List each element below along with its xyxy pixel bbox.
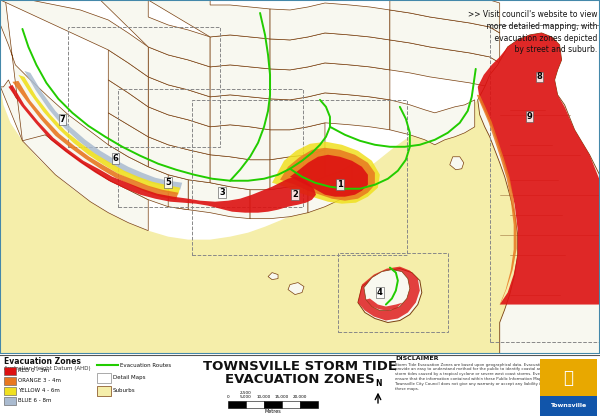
Text: RED 0 - 3m: RED 0 - 3m bbox=[18, 368, 49, 373]
Text: 8: 8 bbox=[537, 72, 542, 82]
Polygon shape bbox=[270, 33, 390, 70]
Text: EVACUATION ZONES: EVACUATION ZONES bbox=[225, 372, 375, 386]
Polygon shape bbox=[148, 107, 210, 155]
Text: 15,000: 15,000 bbox=[275, 395, 289, 399]
Polygon shape bbox=[1, 80, 148, 231]
Text: 9: 9 bbox=[527, 112, 533, 121]
Polygon shape bbox=[13, 81, 178, 200]
Bar bbox=[97, 386, 111, 396]
Polygon shape bbox=[210, 125, 270, 160]
Text: 7: 7 bbox=[59, 115, 65, 124]
Text: N: N bbox=[375, 379, 381, 388]
Text: 1: 1 bbox=[337, 180, 343, 189]
Polygon shape bbox=[210, 95, 270, 130]
Polygon shape bbox=[148, 0, 270, 39]
Bar bbox=[338, 252, 448, 332]
Polygon shape bbox=[270, 93, 390, 130]
Polygon shape bbox=[272, 142, 380, 204]
Bar bbox=[490, 25, 599, 342]
Polygon shape bbox=[148, 47, 210, 97]
Bar bbox=[228, 401, 246, 408]
Polygon shape bbox=[288, 283, 304, 295]
Polygon shape bbox=[364, 270, 410, 311]
Polygon shape bbox=[168, 175, 188, 210]
Text: TOWNSVILLE STORM TIDE: TOWNSVILLE STORM TIDE bbox=[203, 359, 397, 372]
Polygon shape bbox=[210, 155, 270, 190]
Text: Metres: Metres bbox=[265, 409, 281, 414]
Bar bbox=[540, 396, 597, 416]
Polygon shape bbox=[270, 3, 390, 40]
Polygon shape bbox=[390, 0, 500, 33]
Polygon shape bbox=[108, 113, 148, 167]
Text: Evacuation Routes: Evacuation Routes bbox=[120, 362, 171, 367]
Polygon shape bbox=[108, 50, 148, 107]
Polygon shape bbox=[390, 10, 500, 63]
Text: BLUE 6 - 8m: BLUE 6 - 8m bbox=[18, 398, 52, 403]
Polygon shape bbox=[290, 155, 368, 197]
Polygon shape bbox=[268, 273, 278, 280]
Text: 🏠: 🏠 bbox=[563, 369, 574, 387]
Bar bbox=[246, 401, 264, 408]
Text: 5: 5 bbox=[165, 178, 171, 187]
Text: DISCLAIMER: DISCLAIMER bbox=[395, 357, 439, 362]
Polygon shape bbox=[25, 71, 182, 190]
Polygon shape bbox=[358, 267, 420, 321]
Bar bbox=[4, 397, 16, 405]
Polygon shape bbox=[478, 33, 599, 305]
Text: ORANGE 3 - 4m: ORANGE 3 - 4m bbox=[18, 378, 61, 383]
Polygon shape bbox=[270, 123, 325, 160]
Polygon shape bbox=[1, 0, 148, 77]
Polygon shape bbox=[478, 33, 599, 354]
Text: 2: 2 bbox=[292, 190, 298, 199]
Polygon shape bbox=[270, 150, 325, 190]
Polygon shape bbox=[390, 40, 500, 93]
Bar bbox=[118, 89, 303, 206]
Polygon shape bbox=[270, 63, 390, 100]
Polygon shape bbox=[108, 80, 148, 137]
Polygon shape bbox=[358, 269, 422, 323]
Text: Australian Height Datum (AHD): Australian Height Datum (AHD) bbox=[4, 366, 91, 371]
Polygon shape bbox=[450, 157, 464, 170]
Bar bbox=[264, 401, 282, 408]
Polygon shape bbox=[477, 95, 517, 305]
Text: 20,000: 20,000 bbox=[293, 395, 307, 399]
Polygon shape bbox=[8, 85, 316, 213]
Polygon shape bbox=[19, 75, 180, 195]
Bar bbox=[300, 401, 318, 408]
Text: 10,000: 10,000 bbox=[257, 395, 271, 399]
Text: 3: 3 bbox=[219, 188, 225, 197]
Bar bbox=[4, 367, 16, 375]
Polygon shape bbox=[250, 185, 308, 219]
Polygon shape bbox=[148, 137, 210, 183]
Bar bbox=[192, 100, 407, 255]
Bar bbox=[68, 27, 220, 147]
Polygon shape bbox=[366, 298, 403, 311]
Text: Evacuation Zones: Evacuation Zones bbox=[4, 357, 81, 367]
Bar bbox=[97, 372, 111, 383]
Polygon shape bbox=[210, 65, 270, 99]
Text: Suburbs: Suburbs bbox=[113, 388, 136, 393]
Text: 6: 6 bbox=[112, 154, 118, 163]
Text: Townsville: Townsville bbox=[550, 403, 587, 408]
Polygon shape bbox=[188, 180, 250, 219]
Text: YELLOW 4 - 6m: YELLOW 4 - 6m bbox=[18, 388, 60, 393]
Polygon shape bbox=[1, 0, 188, 210]
Polygon shape bbox=[1, 33, 599, 354]
Bar bbox=[540, 359, 597, 396]
Polygon shape bbox=[100, 0, 210, 67]
Polygon shape bbox=[280, 148, 375, 201]
Polygon shape bbox=[148, 77, 210, 127]
Polygon shape bbox=[308, 165, 352, 213]
Polygon shape bbox=[210, 35, 270, 69]
Text: Detail Maps: Detail Maps bbox=[113, 375, 146, 380]
Text: 0: 0 bbox=[227, 395, 229, 399]
Text: Storm Tide Evacuation Zones are based upon geographical data. Evacuation Zones a: Storm Tide Evacuation Zones are based up… bbox=[395, 362, 595, 391]
Bar bbox=[4, 387, 16, 395]
Bar bbox=[4, 377, 16, 385]
Text: 4: 4 bbox=[377, 288, 383, 297]
Text: >> Visit council's website to view
    more detailed mapping, with
    evacuatio: >> Visit council's website to view more … bbox=[468, 10, 598, 54]
Polygon shape bbox=[390, 100, 475, 145]
Text: 2,500
5,000: 2,500 5,000 bbox=[240, 391, 252, 399]
Bar bbox=[282, 401, 300, 408]
